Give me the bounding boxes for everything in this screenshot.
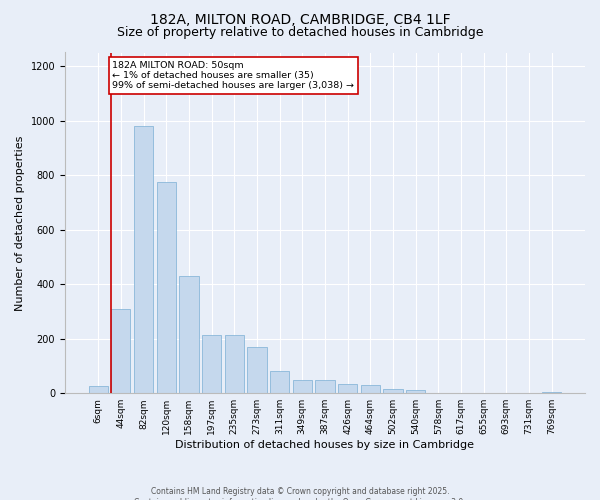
Bar (157, 182, 176, 393)
Bar (361, 385, 380, 393)
Bar (338, 384, 357, 393)
Bar (179, 276, 199, 393)
Y-axis label: Number of detached properties: Number of detached properties (15, 135, 25, 310)
Text: 182A, MILTON ROAD, CAMBRIDGE, CB4 1LF: 182A, MILTON ROAD, CAMBRIDGE, CB4 1LF (149, 12, 451, 26)
Bar (247, 347, 266, 393)
Bar (89, 386, 108, 393)
X-axis label: Distribution of detached houses by size in Cambridge: Distribution of detached houses by size … (175, 440, 475, 450)
Text: Size of property relative to detached houses in Cambridge: Size of property relative to detached ho… (117, 26, 483, 39)
Bar (293, 380, 312, 393)
Bar (224, 334, 244, 393)
Bar (134, 126, 153, 393)
Text: 182A MILTON ROAD: 50sqm
← 1% of detached houses are smaller (35)
99% of semi-det: 182A MILTON ROAD: 50sqm ← 1% of detached… (112, 60, 355, 90)
Bar (111, 308, 130, 393)
Bar (202, 334, 221, 393)
Bar (542, 392, 562, 393)
Bar (383, 389, 403, 393)
Bar (406, 390, 425, 393)
Bar (270, 372, 289, 393)
Bar (316, 380, 335, 393)
Text: Contains HM Land Registry data © Crown copyright and database right 2025.
Contai: Contains HM Land Registry data © Crown c… (134, 488, 466, 500)
